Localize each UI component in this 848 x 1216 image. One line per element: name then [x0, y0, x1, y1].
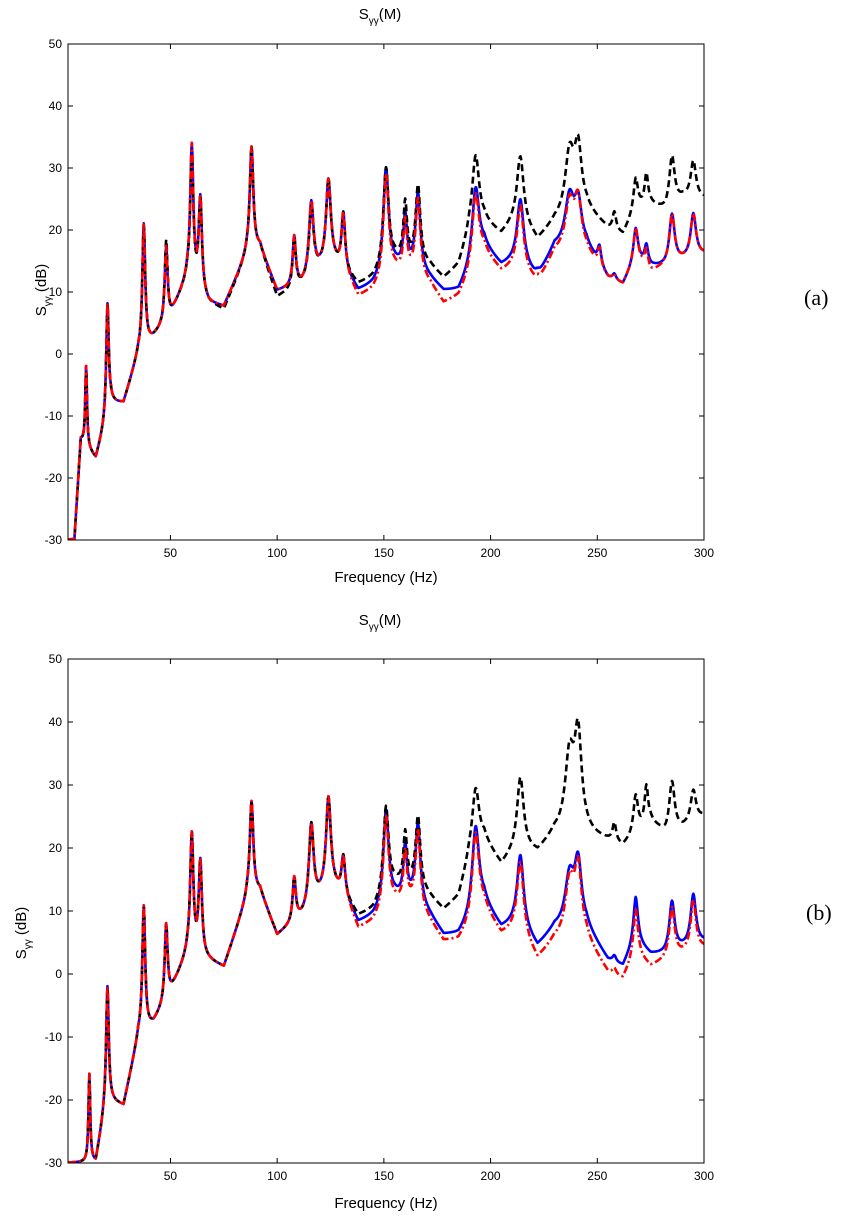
- chart-b-ytick-label: 50: [49, 652, 63, 666]
- chart-a-ytick-label: 50: [49, 37, 63, 51]
- chart-b-ytick-label: -20: [45, 1093, 63, 1107]
- chart-a-series-2-line: [68, 132, 704, 540]
- chart-panel-a: Sγγ(M) 50 100 150 200 250 300 -30 -20 -10 0 10 20 30…: [0, 0, 848, 600]
- chart-b-series-2-line: [68, 717, 704, 1163]
- chart-b-ytick-label: 0: [55, 967, 62, 981]
- chart-a-ytick-label: 20: [49, 223, 63, 237]
- chart-b-xtick-label: 300: [694, 1169, 714, 1183]
- chart-b-plot: 50 100 150 200 250 300 -30 -20 -10 0 10 20 30 40 50: [45, 652, 715, 1183]
- chart-b-ytick-label: -10: [45, 1030, 63, 1044]
- chart-b-title: Sγγ(M): [359, 612, 402, 633]
- chart-a-svg: Sγγ(M) 50 100 150 200 250 300 -30 -20 -10 0 10 20 30…: [33, 6, 828, 586]
- chart-b-ytick-label: -30: [45, 1156, 63, 1170]
- chart-a-xtick-label: 100: [267, 546, 287, 560]
- chart-panel-b: Sγγ(M) 50 100 150 200 250 300 -30 -20 -10 0 10 20 30…: [0, 608, 848, 1216]
- chart-a-xtick-label: 200: [481, 546, 501, 560]
- chart-a-xtick-label: 50: [164, 546, 178, 560]
- chart-a-xlabel: Frequency (Hz): [334, 569, 437, 586]
- chart-b-xtick-label: 150: [374, 1169, 394, 1183]
- chart-a-ylabel: Sγγ (dB): [33, 264, 54, 317]
- chart-b-svg: Sγγ(M) 50 100 150 200 250 300 -30 -20 -10 0 10 20 30…: [13, 612, 832, 1212]
- chart-a-ytick-label: 0: [55, 347, 62, 361]
- chart-b-panel-label: (b): [806, 900, 832, 925]
- chart-b-ytick-label: 30: [49, 778, 63, 792]
- chart-b-ytick-label: 20: [49, 841, 63, 855]
- chart-a-xtick-label: 300: [694, 546, 714, 560]
- chart-a-panel-label: (a): [804, 285, 828, 310]
- chart-b-xtick-label: 50: [164, 1169, 178, 1183]
- chart-a-xtick-label: 150: [374, 546, 394, 560]
- chart-a-series-3-line: [68, 141, 704, 540]
- chart-b-axes-box: [67, 658, 705, 1164]
- chart-a-title: Sγγ(M): [359, 6, 402, 27]
- chart-b-xtick-label: 100: [267, 1169, 287, 1183]
- chart-b-ylabel: Sγγ (dB): [13, 907, 34, 960]
- chart-a-ytick-label: -30: [45, 533, 63, 547]
- chart-b-ytick-label: 10: [49, 904, 63, 918]
- chart-a-ytick-label: 40: [49, 99, 63, 113]
- chart-a-series-1-line: [68, 141, 704, 540]
- chart-b-xtick-label: 200: [481, 1169, 501, 1183]
- chart-a-ytick-label: -10: [45, 409, 63, 423]
- chart-a-ytick-label: -20: [45, 471, 63, 485]
- chart-b-xlabel: Frequency (Hz): [334, 1195, 437, 1212]
- chart-a-ytick-label: 10: [49, 285, 63, 299]
- chart-a-xtick-label: 250: [587, 546, 607, 560]
- chart-b-xtick-label: 250: [587, 1169, 607, 1183]
- chart-b-ytick-label: 40: [49, 715, 63, 729]
- chart-a-plot: 50 100 150 200 250 300 -30 -20 -10 0 10 20 30 40 50: [45, 37, 715, 560]
- chart-b-series-3-line: [68, 795, 704, 1163]
- chart-a-ytick-label: 30: [49, 161, 63, 175]
